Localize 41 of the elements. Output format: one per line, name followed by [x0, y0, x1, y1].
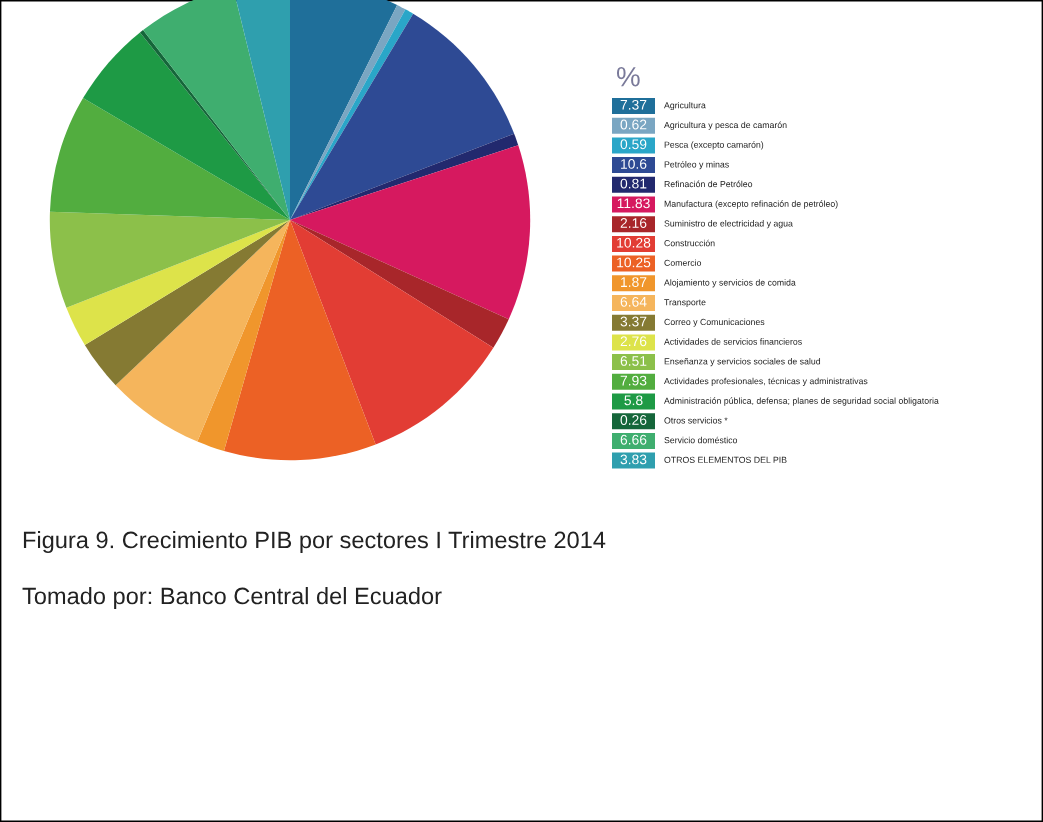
- legend-label: Petróleo y minas: [664, 160, 729, 170]
- legend-label: Manufactura (excepto refinación de petróleo): [664, 200, 838, 209]
- legend-label: Enseñanza y servicios sociales de salud: [664, 358, 821, 367]
- data-label: 11.83: [617, 198, 650, 209]
- legend-label: Refinación de Petróleo: [664, 180, 753, 188]
- legend-label: Otros servicios *: [664, 417, 728, 424]
- legend-label: Agricultura: [664, 101, 706, 111]
- data-label: 6.64: [620, 296, 647, 307]
- legend-label: Pesca (excepto camarón): [664, 141, 764, 150]
- legend-label: OTROS ELEMENTOS DEL PIB: [664, 456, 787, 463]
- data-label: 2.76: [620, 336, 647, 347]
- data-label: 6.66: [620, 434, 647, 445]
- data-label: 7.37: [620, 99, 647, 110]
- legend-label: Actividades de servicios financieros: [664, 338, 802, 345]
- legend-label: Actividades profesionales, técnicas y administrativas: [664, 377, 868, 386]
- data-label: 0.81: [620, 178, 647, 189]
- legend-label: Comercio: [664, 259, 702, 266]
- legend-label: Suministro de electricidad y agua: [664, 220, 793, 229]
- legend-label: Transporte: [664, 299, 706, 308]
- data-label: 1.87: [621, 277, 647, 288]
- legend-label: Alojamiento y servicios de comida: [664, 279, 796, 288]
- legend-label: Construcción: [664, 239, 715, 247]
- legend-label: Administración pública, defensa; planes de seguridad social obligatoria: [664, 397, 939, 406]
- data-label: 6.51: [620, 355, 647, 366]
- data-label: 3.83: [620, 454, 647, 465]
- data-label: 10.6: [621, 158, 647, 169]
- legend-label: Correo y Comunicaciones: [664, 318, 765, 327]
- data-label: 5.8: [624, 395, 643, 406]
- data-label: 10.28: [617, 237, 651, 248]
- data-label: 0.59: [620, 139, 647, 150]
- data-label: 10.25: [617, 257, 651, 268]
- legend-title: %: [616, 66, 640, 87]
- data-label: 0.26: [620, 415, 647, 425]
- text: Tomado por: Banco Central del Ecuador: [22, 586, 442, 609]
- data-label: 0.62: [620, 119, 647, 130]
- text: Figura 9. Crecimiento PIB por sectores I Trimestre 2014: [23, 530, 606, 554]
- legend-label: Servicio doméstico: [664, 436, 738, 444]
- data-label: 3.37: [620, 316, 647, 327]
- data-label: 7.93: [620, 375, 647, 386]
- data-label: 2.16: [620, 218, 647, 228]
- legend-label: Agricultura y pesca de camarón: [664, 121, 787, 130]
